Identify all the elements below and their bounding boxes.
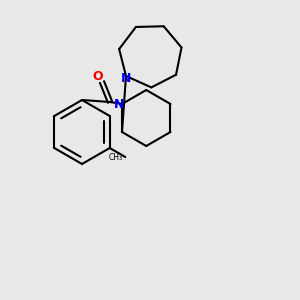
Text: O: O [93, 70, 103, 83]
Text: N: N [121, 71, 131, 85]
Text: N: N [114, 98, 124, 112]
Text: CH₃: CH₃ [108, 152, 122, 161]
